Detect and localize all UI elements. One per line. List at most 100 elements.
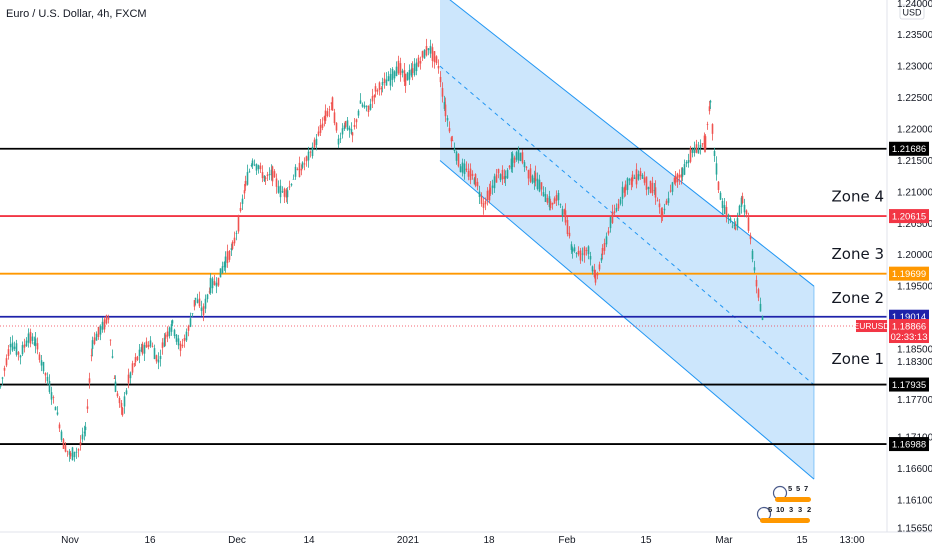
level-price-tag: [889, 377, 929, 392]
price-candle: [337, 134, 340, 149]
candle-body: [177, 338, 180, 346]
candle-body: [573, 247, 576, 252]
candle-body: [540, 182, 543, 190]
price-candle: [544, 187, 547, 202]
currency-badge[interactable]: [899, 4, 925, 20]
price-candle: [147, 341, 150, 350]
price-candle: [228, 250, 231, 263]
event-bar: [760, 518, 810, 523]
price-candle: [519, 152, 522, 162]
price-candle: [350, 122, 353, 135]
candle-body: [91, 340, 94, 349]
candle-body: [469, 168, 472, 181]
price-candle: [86, 399, 89, 414]
price-candle: [486, 187, 489, 206]
price-candle: [671, 181, 674, 196]
price-candle: [403, 62, 406, 87]
price-candle: [446, 115, 449, 127]
candle-body: [566, 220, 569, 234]
price-candle: [448, 121, 451, 134]
candle-body: [191, 313, 194, 315]
economic-events[interactable]: 5 5 75 10 3 3 2: [756, 484, 812, 523]
candle-body: [437, 66, 440, 69]
candle-body: [213, 281, 216, 286]
candle-body: [228, 251, 231, 260]
candle-body: [221, 266, 224, 273]
candle-body: [90, 355, 93, 357]
level-price-tag-text: 1.20615: [892, 211, 926, 222]
candle-body: [421, 51, 424, 58]
candle-body: [559, 204, 562, 206]
price-candle: [459, 163, 462, 173]
channel-lower-line[interactable]: [439, 160, 815, 480]
price-candle: [480, 192, 483, 207]
candle-body: [391, 68, 394, 80]
x-tick-label: 15: [640, 535, 652, 546]
price-candle: [534, 165, 537, 187]
channel-upper-line[interactable]: [440, 0, 815, 287]
price-candle: [206, 293, 209, 303]
candle-body: [208, 291, 211, 293]
price-candle: [573, 244, 576, 253]
time-axis-background[interactable]: [0, 532, 932, 550]
candle-body: [294, 166, 297, 177]
price-candle: [457, 153, 460, 168]
price-candle: [564, 203, 567, 226]
parallel-channel[interactable]: [439, 0, 815, 480]
candle-body: [120, 402, 123, 408]
price-candle: [239, 202, 242, 213]
candle-body: [534, 172, 537, 182]
event-count: 7: [804, 484, 808, 493]
channel-mid-line[interactable]: [439, 65, 815, 386]
candle-body: [740, 197, 743, 207]
candle-body: [251, 160, 254, 166]
candle-body: [619, 199, 622, 204]
candle-body: [209, 277, 212, 294]
candle-body: [118, 397, 121, 404]
candle-body: [579, 250, 582, 261]
price-candle: [166, 326, 169, 343]
price-candle: [759, 297, 762, 312]
candle-body: [548, 196, 551, 207]
candle-body: [343, 125, 346, 130]
level-price-tag-text: 1.19014: [892, 312, 926, 323]
candle-body: [93, 337, 96, 344]
price-candle: [404, 73, 407, 93]
candle-body: [226, 251, 229, 263]
candle-body: [488, 189, 491, 201]
y-tick-label: 1.15650: [897, 524, 932, 535]
price-candle: [307, 146, 310, 168]
price-candle: [81, 427, 84, 443]
y-tick-label: 1.16100: [897, 495, 932, 506]
y-tick-label: 1.17700: [897, 395, 932, 406]
candle-body: [223, 261, 226, 268]
price-candle: [275, 173, 278, 194]
candle-body: [506, 170, 509, 179]
horizontal-levels[interactable]: [0, 147, 887, 445]
level-price-tag: [889, 437, 929, 452]
price-candle: [259, 162, 262, 173]
candle-body: [411, 68, 414, 73]
candle-body: [459, 166, 462, 173]
price-candle: [685, 160, 688, 168]
candle-body: [639, 171, 642, 177]
x-tick-label: 2021: [397, 535, 420, 546]
candle-body: [385, 79, 388, 86]
price-candle: [335, 122, 338, 133]
price-candle: [17, 350, 20, 361]
price-candle: [673, 177, 676, 185]
candle-body: [121, 407, 124, 416]
price-candle: [413, 58, 416, 77]
price-candle: [399, 57, 402, 82]
candle-body: [715, 163, 718, 175]
y-tick-label: 1.19500: [897, 282, 932, 293]
candle-body: [233, 237, 236, 244]
price-candle: [363, 101, 366, 109]
price-candle: [571, 246, 574, 259]
candle-body: [171, 320, 174, 324]
candle-body: [615, 207, 618, 211]
candle-body: [658, 203, 661, 208]
candle-body: [651, 182, 654, 194]
price-candle: [429, 39, 432, 58]
